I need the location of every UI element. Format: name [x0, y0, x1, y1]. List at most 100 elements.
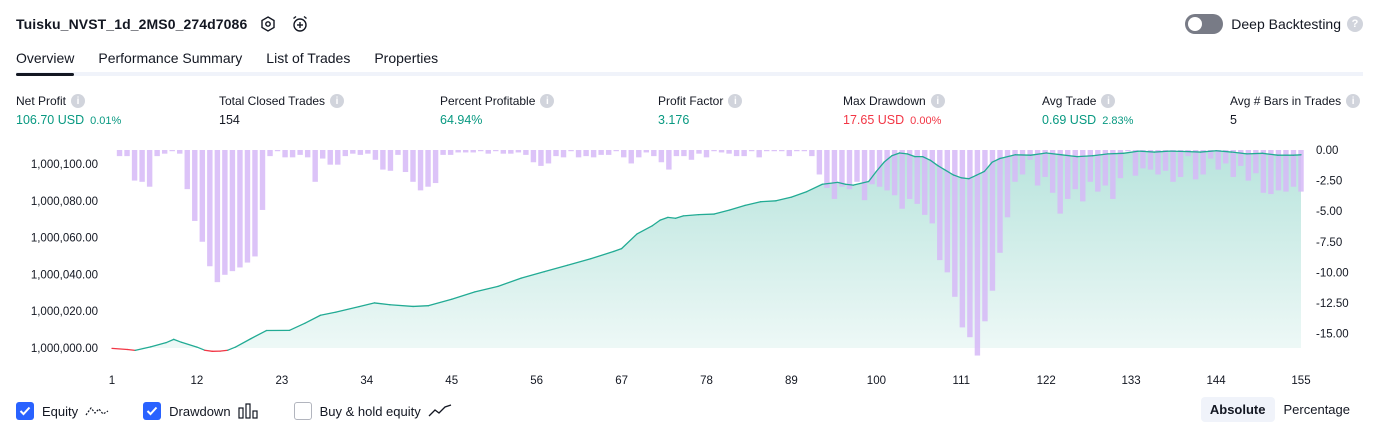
drawdown-bar	[929, 150, 935, 224]
settings-hexagon-icon[interactable]	[257, 13, 279, 35]
equity-area	[112, 150, 1301, 348]
tab-list-of-trades[interactable]: List of Trades	[266, 50, 351, 66]
equity-checkbox[interactable]	[16, 402, 34, 420]
drawdown-bar	[462, 150, 469, 153]
drawdown-bar	[1275, 150, 1282, 191]
drawdown-checkbox[interactable]	[143, 402, 162, 420]
drawdown-bar	[177, 150, 183, 154]
info-icon[interactable]: i	[330, 94, 345, 108]
tab-performance-summary[interactable]: Performance Summary	[98, 50, 243, 66]
equity-line-segment	[844, 183, 854, 186]
drawdown-bar	[1192, 150, 1199, 180]
drawdown-bar	[884, 150, 890, 191]
equity-line-segment	[1138, 150, 1155, 153]
equity-line-segment	[165, 338, 175, 344]
metric-max-drawdown: Max Drawdown i 17.65 USD 0.00%	[843, 94, 945, 127]
drawdown-label: Drawdown	[169, 403, 231, 419]
info-icon[interactable]: i	[1346, 94, 1361, 108]
equity-line-segment	[922, 155, 932, 161]
equity-line-segment	[883, 155, 893, 163]
equity-line-segment	[1261, 152, 1279, 156]
drawdown-bar	[568, 150, 574, 152]
tab-properties[interactable]: Properties	[374, 50, 439, 66]
info-icon[interactable]: i	[1101, 94, 1116, 108]
legend-buy-hold[interactable]: Buy & hold equity	[293, 402, 452, 420]
drawdown-bar	[696, 150, 702, 154]
drawdown-bar	[1230, 150, 1236, 177]
drawdown-bar	[1147, 150, 1154, 170]
equity-line-segment	[837, 181, 847, 185]
metric-net-profit: Net Profit i 106.70 USD 0.01%	[16, 94, 121, 127]
drawdown-bar	[726, 150, 732, 154]
info-icon[interactable]: i	[540, 94, 555, 108]
drawdown-bar	[1215, 150, 1221, 170]
info-icon[interactable]: i	[930, 94, 945, 108]
strategy-title: Tuisku_NVST_1d_2MS0_274d7086	[16, 16, 248, 32]
drawdown-bar	[831, 150, 838, 199]
info-icon[interactable]: i	[728, 94, 743, 108]
equity-line-segment	[1107, 152, 1125, 155]
help-icon[interactable]: ?	[1347, 16, 1363, 32]
equity-line-segment	[1199, 150, 1217, 153]
percentage-button[interactable]: Percentage	[1283, 402, 1351, 417]
tab-overview[interactable]: Overview	[16, 44, 75, 76]
alarm-clock-add-icon[interactable]	[289, 13, 311, 35]
drawdown-bar	[395, 150, 401, 155]
equity-line-segment	[898, 152, 908, 155]
equity-line-segment	[196, 346, 206, 351]
drawdown-bar	[380, 150, 386, 170]
buyhold-label: Buy & hold equity	[319, 403, 421, 419]
metric-value: 17.65 USD	[843, 113, 905, 127]
drawdown-bar	[636, 150, 642, 158]
absolute-button[interactable]: Absolute	[1200, 397, 1275, 422]
equity-line-segment	[497, 277, 522, 288]
buyhold-checkbox[interactable]	[293, 402, 312, 420]
drawdown-bar	[1072, 150, 1078, 190]
drawdown-bar	[809, 150, 815, 157]
drawdown-bar	[1034, 150, 1041, 186]
legend-equity[interactable]: Equity	[16, 402, 109, 420]
drawdown-bar	[274, 150, 281, 152]
drawdown-bar	[553, 150, 559, 157]
drawdown-bar	[869, 150, 875, 185]
right-axis-tick-label: -10.00	[1316, 267, 1349, 279]
equity-line-segment	[636, 224, 654, 235]
equity-line-segment	[474, 285, 499, 293]
drawdown-bar	[658, 150, 665, 163]
drawdown-bar	[131, 150, 138, 181]
equity-line-segment	[929, 159, 939, 167]
equity-line-segment	[775, 196, 793, 202]
drawdown-bar	[937, 150, 943, 261]
buyhold-line-icon	[428, 404, 452, 418]
drawdown-bar	[967, 150, 973, 338]
drawdown-bar	[748, 150, 755, 152]
drawdown-bar	[598, 150, 604, 155]
legend-drawdown[interactable]: Drawdown	[143, 402, 259, 420]
metric-percent: 0.01%	[90, 115, 122, 127]
drawdown-bar	[816, 150, 823, 175]
metric-percent: 0.00%	[910, 115, 942, 127]
equity-line-segment	[867, 170, 878, 183]
right-axis-tick-label: -2.50	[1316, 176, 1342, 188]
deep-backtesting-toggle[interactable]	[1185, 14, 1224, 34]
equity-drawdown-chart[interactable]: 1,000,000.00 1,000,020.00 1,000,040.00 1,00…	[0, 140, 1379, 390]
drawdown-bar	[350, 150, 356, 154]
x-axis: 1 12 23 34 45 56 67 78 89 100 111 122 133 144 155	[109, 375, 1311, 387]
equity-line-segment	[620, 233, 638, 250]
drawdown-bar	[643, 150, 650, 153]
metric-total-closed-trades: Total Closed Trades i 154	[219, 94, 345, 127]
drawdown-bar	[1117, 150, 1124, 179]
drawdown-bar	[801, 150, 808, 152]
equity-line-segment	[744, 201, 762, 207]
equity-line-segment	[1215, 150, 1233, 153]
info-icon[interactable]: i	[71, 94, 86, 108]
x-axis-tick-label: 122	[1037, 375, 1056, 387]
x-axis-tick-label: 45	[445, 375, 458, 387]
drawdown-bar	[417, 150, 424, 191]
drawdown-bar	[854, 150, 860, 182]
equity-line-segment	[250, 329, 268, 340]
drawdown-bar	[1012, 150, 1018, 182]
deep-backtesting-label: Deep Backtesting	[1231, 16, 1341, 32]
drawdown-bar	[440, 150, 446, 155]
left-axis-tick-label: 1,000,060.00	[31, 233, 98, 245]
